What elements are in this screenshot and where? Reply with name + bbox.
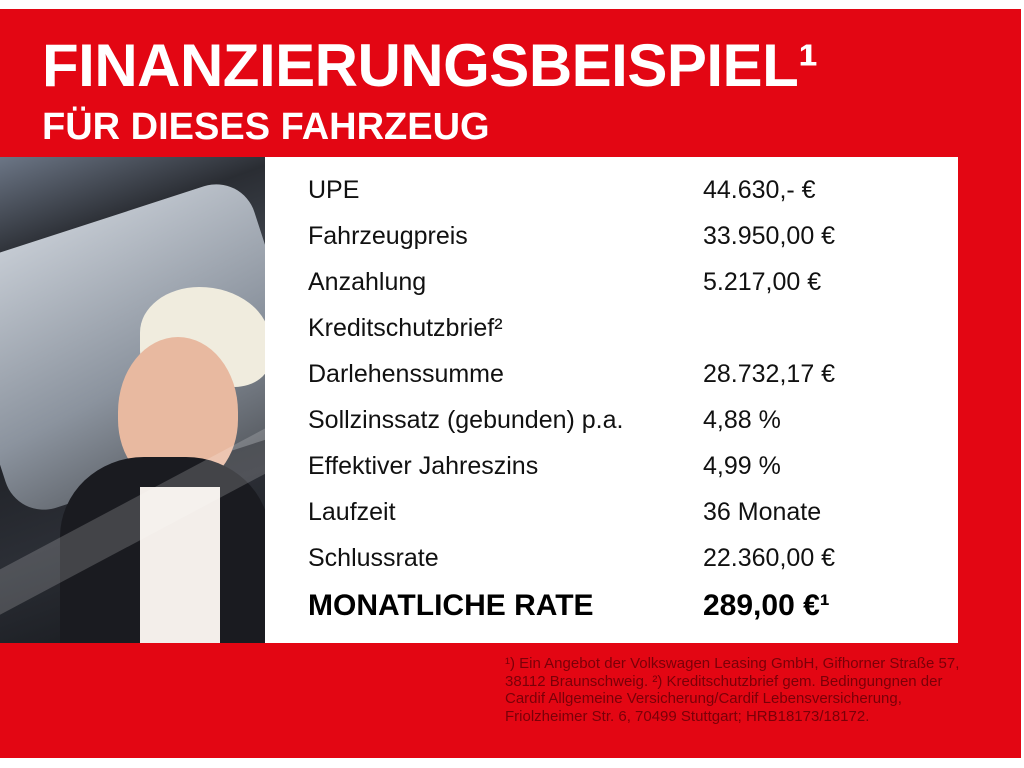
monthly-rate-value: 289,00 €¹	[703, 589, 830, 622]
row-value: 4,99 %	[703, 452, 781, 480]
row-value: 28.732,17 €	[703, 360, 836, 388]
financing-table: UPE 44.630,- € Fahrzeugpreis 33.950,00 €…	[265, 157, 958, 643]
row-label: Schlussrate	[308, 544, 439, 572]
page-subtitle: FÜR DIESES FAHRZEUG	[42, 106, 490, 148]
row-label: Sollzinssatz (gebunden) p.a.	[308, 406, 624, 434]
row-label: Anzahlung	[308, 268, 427, 296]
row-label: Darlehenssumme	[308, 360, 504, 388]
row-label: Laufzeit	[308, 498, 396, 526]
row-label: Fahrzeugpreis	[308, 222, 468, 250]
row-value: 36 Monate	[703, 498, 822, 526]
monthly-rate-label: MONATLICHE RATE	[308, 589, 594, 622]
footnote: ¹) Ein Angebot der Volkswagen Leasing Gm…	[505, 655, 960, 725]
row-label: Kreditschutzbrief²	[308, 314, 503, 342]
row-value: 4,88 %	[703, 406, 781, 434]
row-value: 33.950,00 €	[703, 222, 836, 250]
row-label: Effektiver Jahreszins	[308, 452, 539, 480]
woman-in-car-photo	[0, 157, 265, 643]
page-title: FINANZIERUNGSBEISPIEL¹	[42, 32, 818, 99]
row-value: 22.360,00 €	[703, 544, 836, 572]
row-value: 5.217,00 €	[703, 268, 822, 296]
row-label: UPE	[308, 176, 360, 204]
row-value: 44.630,- €	[703, 176, 816, 204]
